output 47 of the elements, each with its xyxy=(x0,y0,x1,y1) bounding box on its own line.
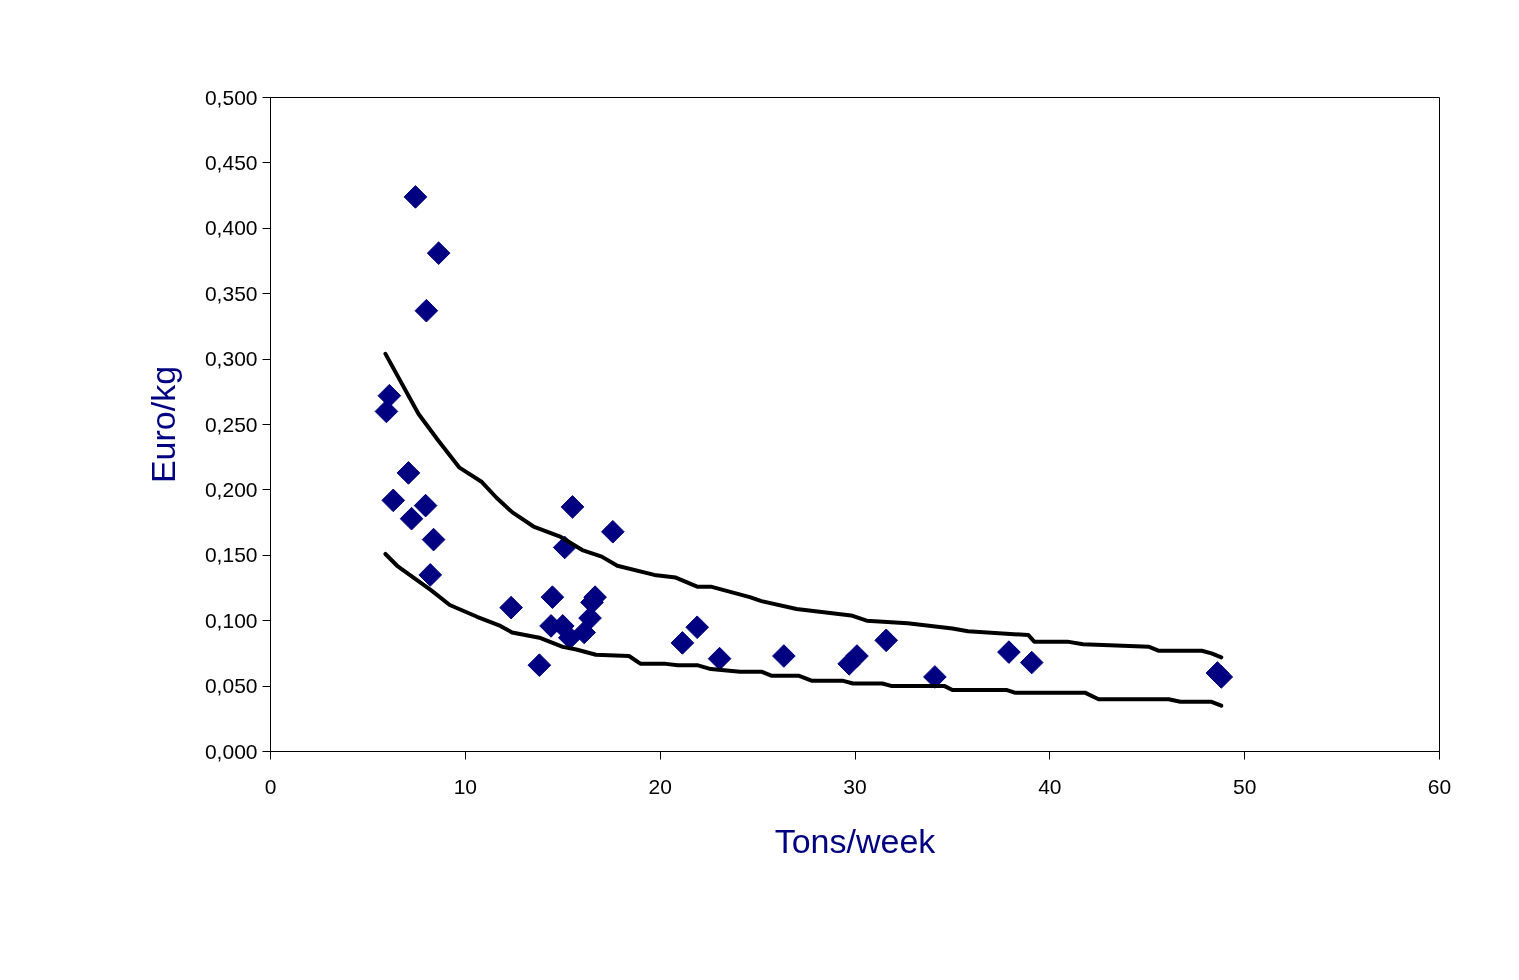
point xyxy=(772,644,796,668)
x-axis-title: Tons/week xyxy=(774,821,937,860)
point xyxy=(670,631,695,655)
point xyxy=(923,665,947,689)
point xyxy=(874,628,898,653)
y-tick-label: 0,350 xyxy=(204,281,258,305)
point xyxy=(997,640,1021,664)
x-tick-label: 60 xyxy=(1427,774,1452,798)
point xyxy=(1019,650,1044,675)
x-tick-label: 20 xyxy=(648,774,672,798)
point xyxy=(403,185,428,209)
y-tick-label: 0,300 xyxy=(204,347,258,371)
y-tick-label: 0,250 xyxy=(204,412,258,436)
y-axis-title: Euro/kg xyxy=(143,365,182,484)
y-tick-label: 0,500 xyxy=(204,85,258,109)
y-tick-label: 0,050 xyxy=(204,674,258,698)
point xyxy=(560,495,585,519)
y-tick-label: 0,200 xyxy=(204,477,258,501)
point xyxy=(527,653,552,677)
x-tick-label: 40 xyxy=(1038,774,1062,798)
x-tick-label: 10 xyxy=(453,774,478,798)
y-tick-label: 0,100 xyxy=(204,608,258,632)
point xyxy=(601,519,625,544)
line-series xyxy=(383,551,1224,708)
point xyxy=(685,615,709,640)
point xyxy=(540,585,565,609)
point xyxy=(374,399,399,424)
point xyxy=(578,606,602,630)
point xyxy=(426,241,451,265)
point xyxy=(707,646,732,671)
point xyxy=(499,595,523,620)
y-tick-label: 0,000 xyxy=(204,739,258,763)
point xyxy=(414,298,439,323)
point xyxy=(399,506,424,531)
y-tick-label: 0,150 xyxy=(204,543,258,567)
point xyxy=(396,461,421,485)
x-tick-label: 0 xyxy=(264,774,277,798)
point xyxy=(421,527,446,552)
y-tick-label: 0,400 xyxy=(204,216,258,240)
point xyxy=(381,488,406,513)
x-tick-label: 30 xyxy=(843,774,867,798)
y-tick-label: 0,450 xyxy=(204,150,258,174)
line-series xyxy=(383,351,1224,660)
point xyxy=(413,493,438,518)
point xyxy=(845,644,869,668)
x-tick-label: 50 xyxy=(1232,774,1257,798)
point xyxy=(418,563,443,587)
